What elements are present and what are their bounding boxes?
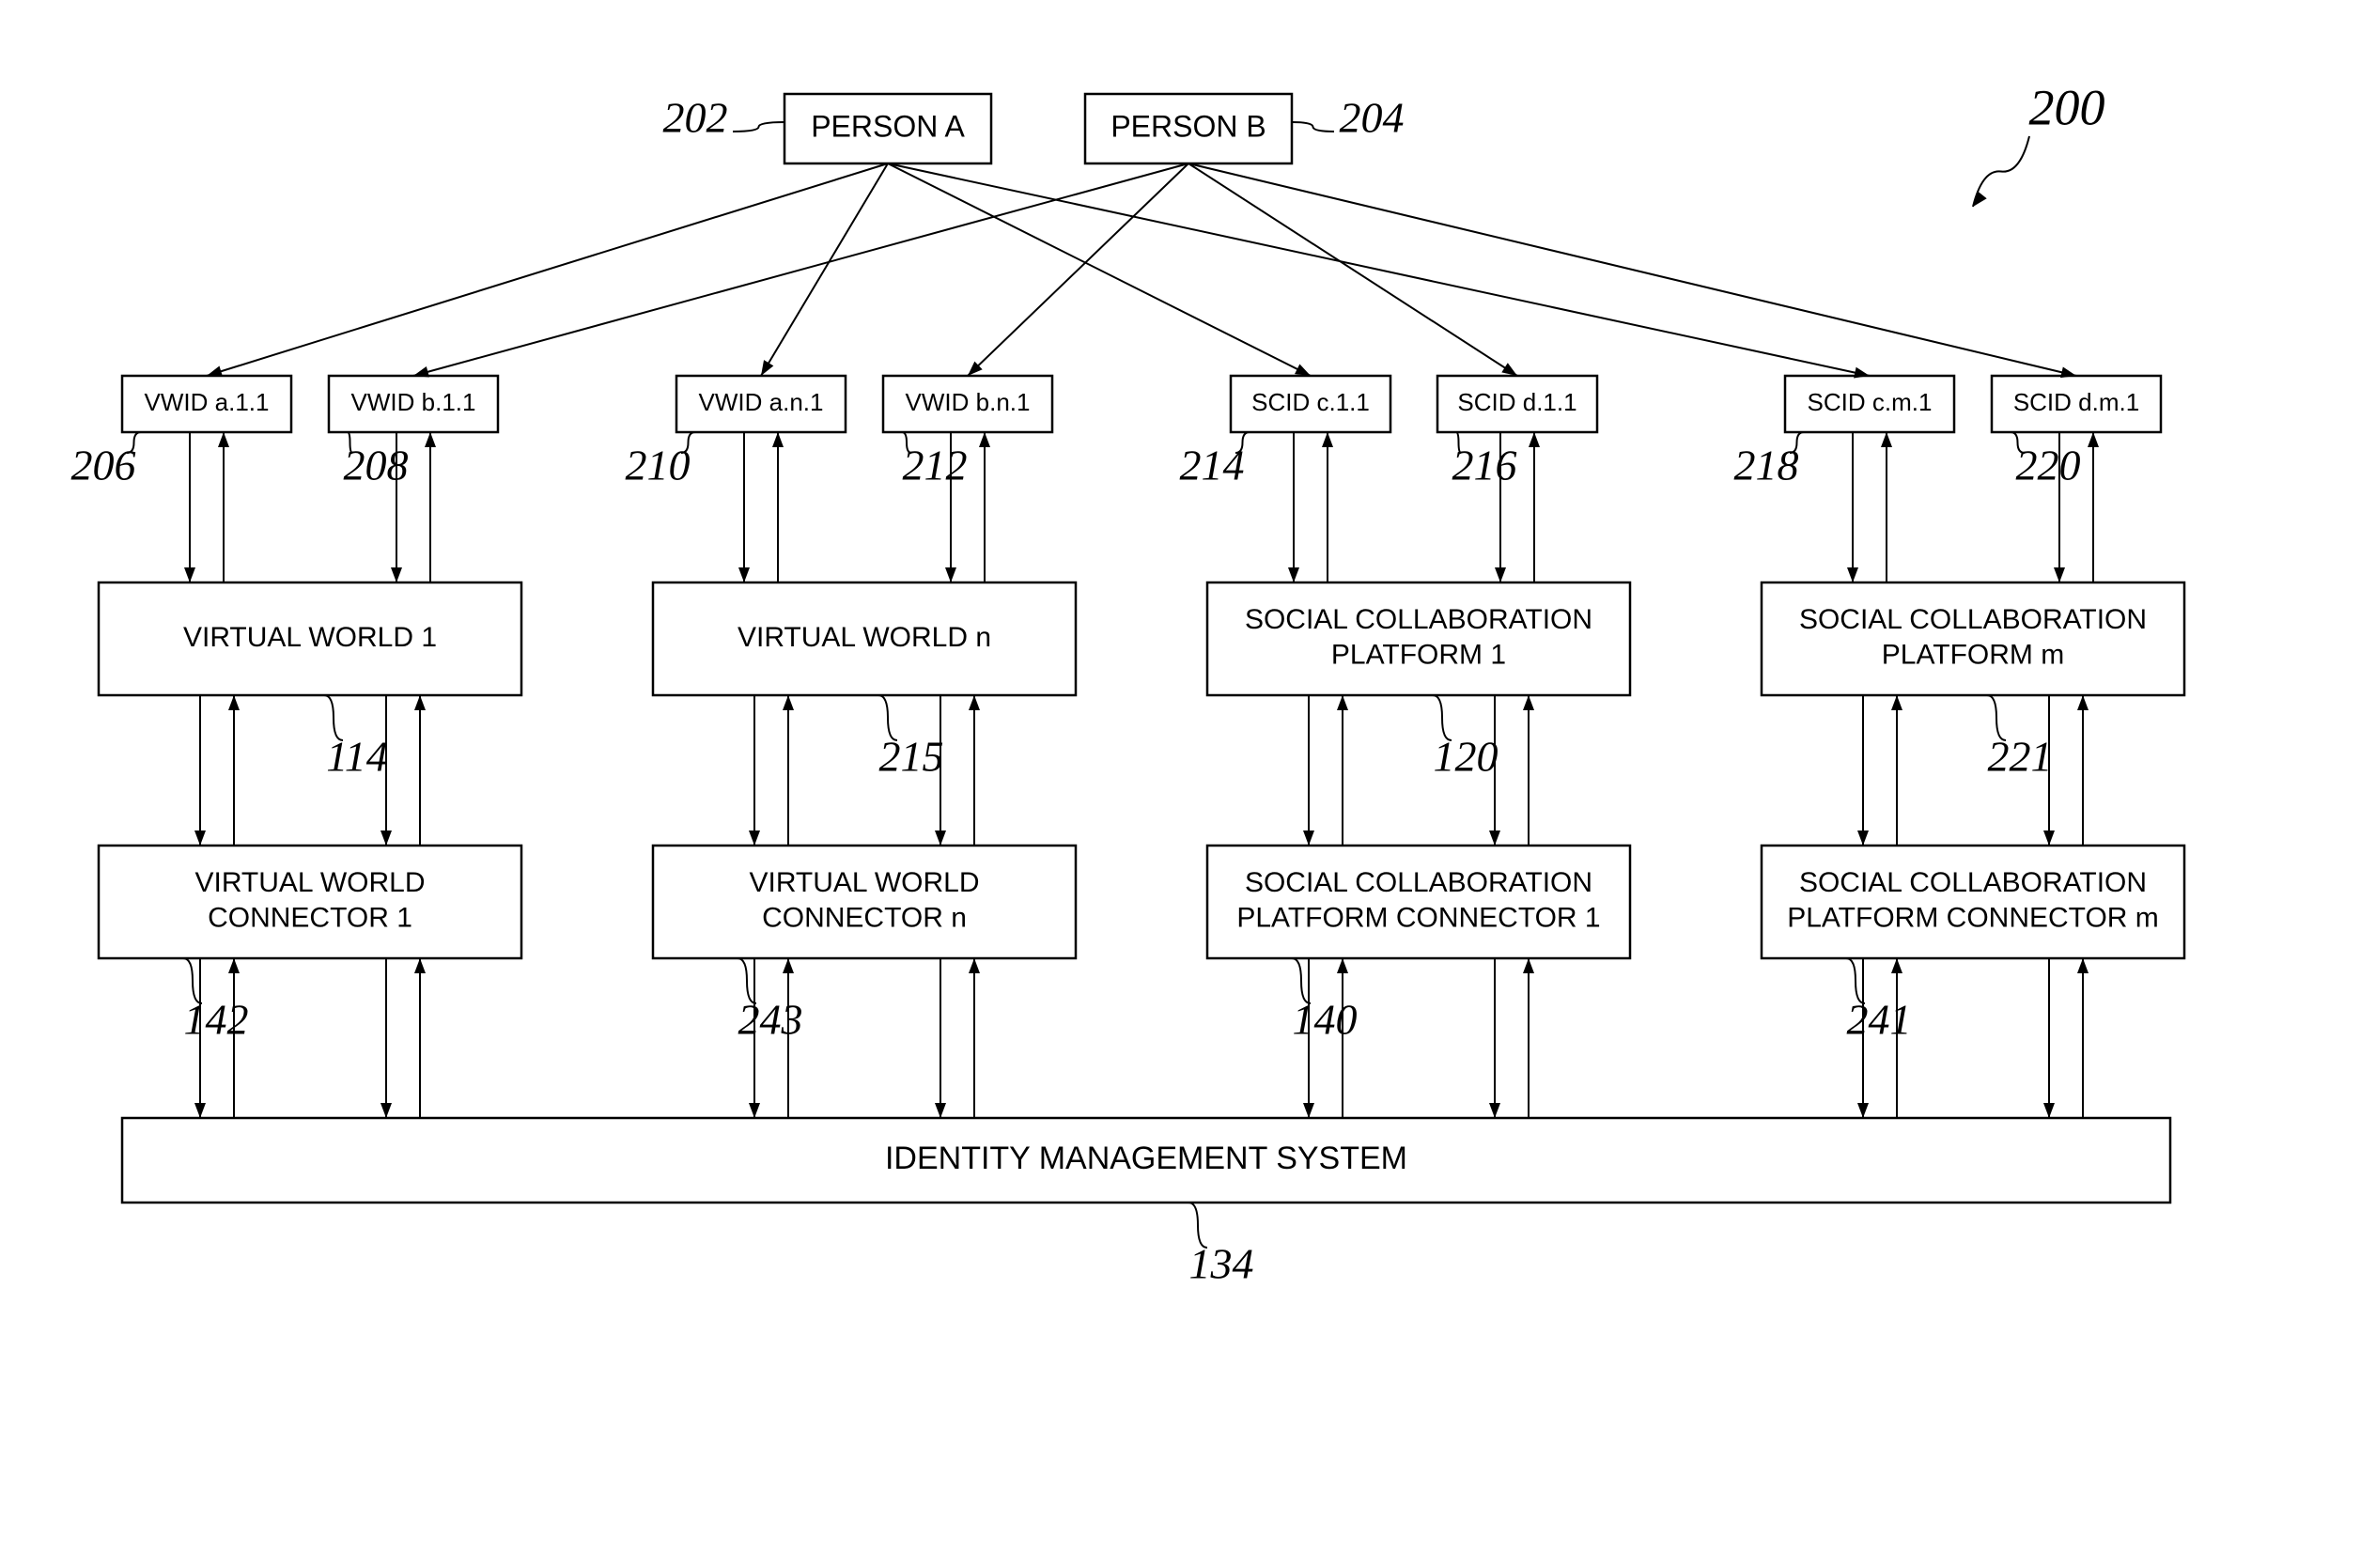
vw1-label: VIRTUAL WORLD 1 [183, 622, 437, 653]
ref-220: 220 [2016, 442, 2081, 489]
ref-221: 221 [1988, 733, 2053, 781]
ref-134: 134 [1189, 1240, 1254, 1288]
scpm-label: SOCIAL COLLABORATION [1799, 604, 2147, 635]
scid-d11-label: SCID d.1.1 [1457, 388, 1576, 416]
scp1-label: SOCIAL COLLABORATION [1245, 604, 1592, 635]
scpc1-label: SOCIAL COLLABORATION [1245, 867, 1592, 898]
scpc1-label: PLATFORM CONNECTOR 1 [1236, 903, 1600, 934]
vwc1-label: CONNECTOR 1 [208, 903, 412, 934]
scid-cm1-label: SCID c.m.1 [1808, 388, 1933, 416]
ref-212: 212 [903, 442, 968, 489]
scid-c11-label: SCID c.1.1 [1251, 388, 1370, 416]
vwid-b11-label: VWID b.1.1 [351, 388, 476, 416]
scpm-label: PLATFORM m [1882, 640, 2064, 671]
vwid-a11-label: VWID a.1.1 [145, 388, 270, 416]
vwcn-label: CONNECTOR n [762, 903, 967, 934]
ref-120: 120 [1434, 733, 1499, 781]
scid-dm1-label: SCID d.m.1 [2013, 388, 2139, 416]
vwid-an1-label: VWID a.n.1 [699, 388, 824, 416]
vwid-bn1-label: VWID b.n.1 [906, 388, 1031, 416]
ref-210: 210 [626, 442, 691, 489]
ref-218: 218 [1734, 442, 1799, 489]
ref-142: 142 [184, 996, 249, 1044]
vwn-label: VIRTUAL WORLD n [738, 622, 991, 653]
ims-label: IDENTITY MANAGEMENT SYSTEM [885, 1141, 1407, 1176]
ref-206: 206 [71, 442, 136, 489]
ref-140: 140 [1293, 996, 1358, 1044]
ref-243: 243 [738, 996, 803, 1044]
ref-204: 204 [1340, 94, 1405, 142]
ref-215: 215 [879, 733, 944, 781]
person-b-label: PERSON B [1110, 109, 1266, 143]
ref-200: 200 [2029, 79, 2105, 135]
ref-202: 202 [663, 94, 728, 142]
vwc1-label: VIRTUAL WORLD [194, 867, 425, 898]
ref-114: 114 [326, 733, 388, 781]
ref-241: 241 [1847, 996, 1912, 1044]
scpcm-label: PLATFORM CONNECTOR m [1787, 903, 2159, 934]
person-a-label: PERSON A [811, 109, 965, 143]
ref-216: 216 [1452, 442, 1517, 489]
scpcm-label: SOCIAL COLLABORATION [1799, 867, 2147, 898]
ref-214: 214 [1180, 442, 1245, 489]
scp1-label: PLATFORM 1 [1331, 640, 1506, 671]
ref-208: 208 [344, 442, 409, 489]
identity-diagram: PERSON A 202 PERSON B 204 VWID a.1.1 206 VWID … [0, 0, 2376, 1568]
vwcn-label: VIRTUAL WORLD [749, 867, 979, 898]
